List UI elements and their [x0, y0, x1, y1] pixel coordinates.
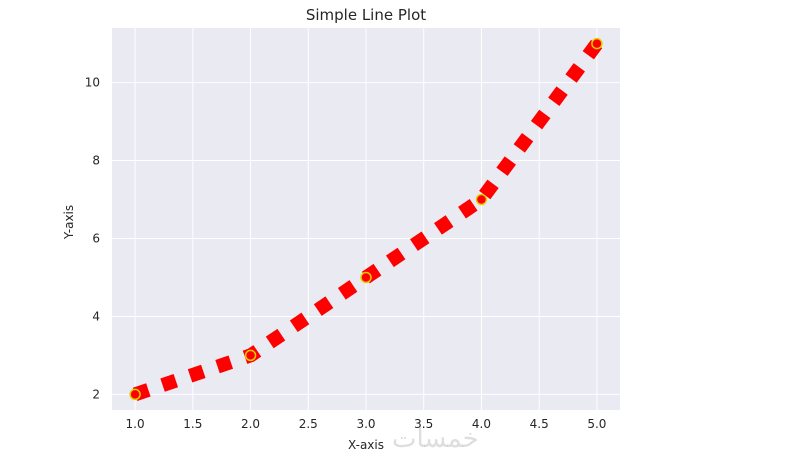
chart-title: Simple Line Plot [306, 6, 426, 24]
data-point [475, 193, 488, 206]
y-tick-label: 6 [92, 231, 100, 245]
gridlines [112, 28, 620, 410]
watermark: خمسات [392, 424, 479, 454]
x-tick-label: 2.5 [299, 417, 318, 431]
y-tick-label: 4 [92, 309, 100, 323]
y-tick-labels: 2 4 6 8 10 [85, 76, 100, 402]
x-tick-label: 5.0 [587, 417, 606, 431]
x-axis-label: X-axis [348, 438, 384, 452]
x-tick-label: 4.5 [530, 417, 549, 431]
y-axis-label: Y-axis [62, 205, 76, 240]
x-tick-label: 1.0 [126, 417, 145, 431]
x-tick-label: 2.0 [241, 417, 260, 431]
x-tick-label: 1.5 [183, 417, 202, 431]
series-layer [129, 37, 603, 402]
x-tick-label: 3.5 [414, 417, 433, 431]
x-tick-label: 4.0 [472, 417, 491, 431]
data-point [360, 271, 372, 284]
y-tick-label: 8 [92, 154, 100, 168]
data-point [244, 349, 257, 362]
x-tick-labels: 1.0 1.5 2.0 2.5 3.0 3.5 4.0 4.5 5.0 [126, 417, 607, 431]
y-tick-label: 10 [85, 76, 100, 90]
data-point [129, 388, 141, 401]
data-point [591, 37, 603, 50]
x-tick-label: 3.0 [356, 417, 375, 431]
y-tick-label: 2 [92, 387, 100, 401]
